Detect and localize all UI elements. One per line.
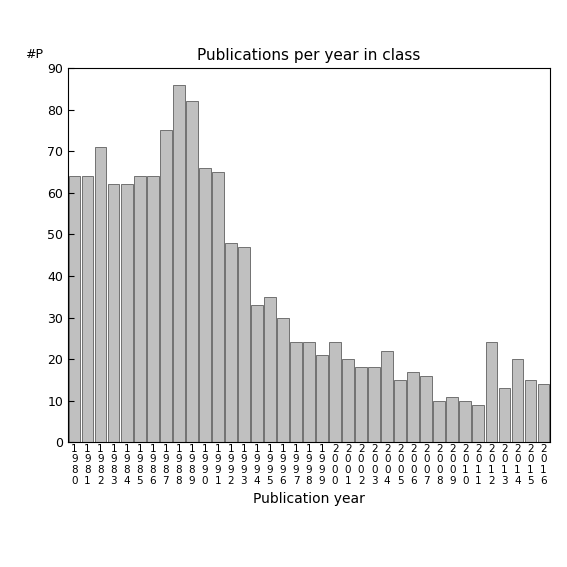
Bar (108, 184, 120, 442)
Bar (186, 101, 198, 442)
Bar (238, 247, 249, 442)
Bar (538, 384, 549, 442)
X-axis label: Publication year: Publication year (253, 492, 365, 506)
Bar (420, 376, 432, 442)
Bar (342, 359, 354, 442)
Text: #P: #P (24, 48, 43, 61)
Bar (498, 388, 510, 442)
Bar (524, 380, 536, 442)
Bar (173, 84, 185, 442)
Bar (433, 401, 445, 442)
Bar (329, 342, 341, 442)
Bar (277, 318, 289, 442)
Bar (121, 184, 133, 442)
Bar (316, 355, 328, 442)
Bar (199, 168, 211, 442)
Bar (485, 342, 497, 442)
Bar (407, 371, 419, 442)
Bar (160, 130, 172, 442)
Bar (147, 176, 159, 442)
Bar (446, 396, 458, 442)
Bar (212, 172, 224, 442)
Bar (134, 176, 146, 442)
Bar (369, 367, 380, 442)
Bar (303, 342, 315, 442)
Bar (290, 342, 302, 442)
Bar (82, 176, 94, 442)
Bar (382, 351, 393, 442)
Bar (69, 176, 81, 442)
Bar (251, 305, 263, 442)
Title: Publications per year in class: Publications per year in class (197, 48, 421, 63)
Bar (356, 367, 367, 442)
Bar (264, 297, 276, 442)
Bar (472, 405, 484, 442)
Bar (225, 243, 237, 442)
Bar (511, 359, 523, 442)
Bar (95, 147, 107, 442)
Bar (394, 380, 406, 442)
Bar (459, 401, 471, 442)
